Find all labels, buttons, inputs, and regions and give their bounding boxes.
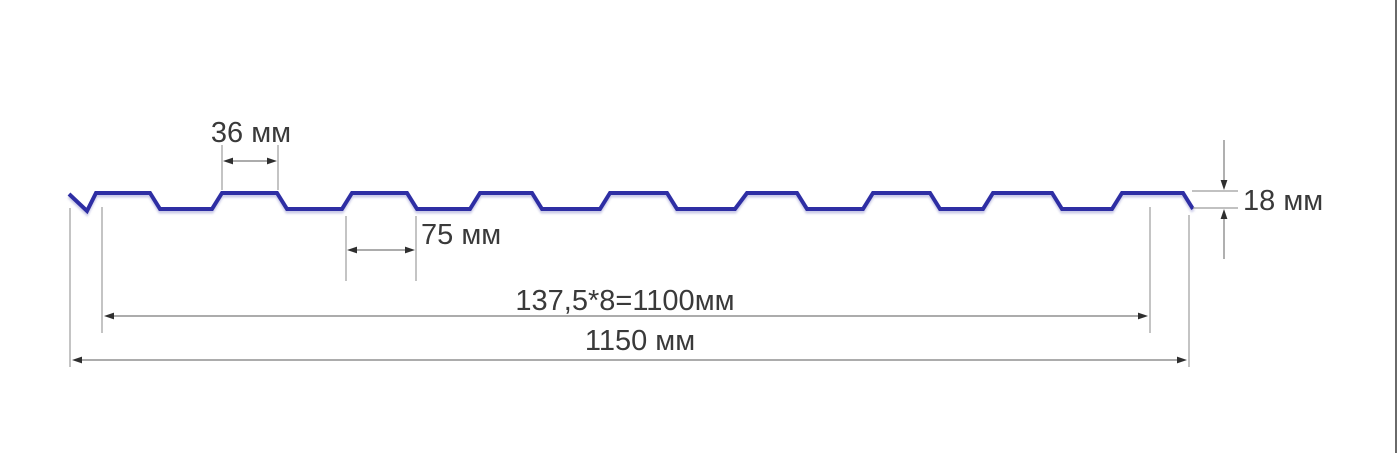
dimension-flange-top-width: 36 мм bbox=[211, 117, 291, 190]
dimension-label-pitch-total: 137,5*8=1100мм bbox=[515, 285, 734, 317]
arrowhead-right bbox=[405, 246, 415, 254]
arrowhead-left bbox=[72, 356, 82, 364]
arrowhead-right bbox=[1138, 312, 1148, 320]
arrowhead-right bbox=[1177, 356, 1187, 364]
dimension-rib-base-width: 75 мм bbox=[345, 216, 501, 281]
dimension-label-flange-top-width: 36 мм bbox=[211, 117, 291, 149]
dimension-label-rib-base-width: 75 мм bbox=[421, 219, 501, 251]
dimension-label-profile-height: 18 мм bbox=[1243, 185, 1323, 217]
dimension-profile-height: 18 мм bbox=[1192, 140, 1323, 259]
sheet-profile-outline bbox=[67, 191, 1195, 215]
arrowhead-left bbox=[104, 312, 114, 320]
dimension-pitch-total: 137,5*8=1100мм bbox=[101, 207, 1151, 333]
arrowhead-up bbox=[1220, 209, 1228, 219]
arrowhead-right bbox=[267, 157, 277, 165]
arrowhead-left bbox=[223, 157, 233, 165]
dimension-label-overall-width: 1150 мм bbox=[585, 325, 695, 357]
dimension-overall-width: 1150 мм bbox=[69, 208, 1190, 367]
arrowhead-left bbox=[347, 246, 357, 254]
arrowhead-down bbox=[1220, 180, 1228, 190]
